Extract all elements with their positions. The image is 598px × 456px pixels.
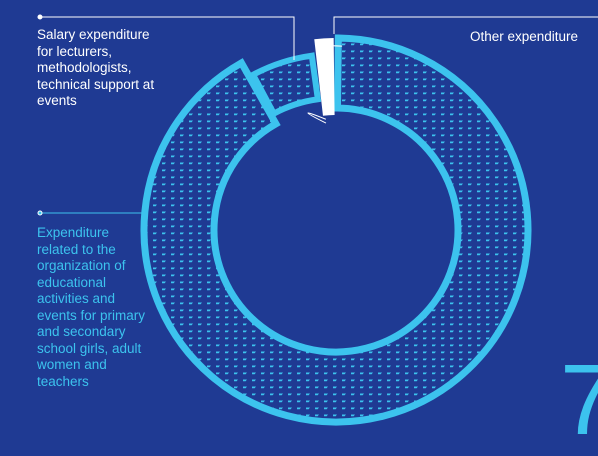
donut-chart bbox=[37, 14, 598, 426]
donut-slices bbox=[140, 34, 532, 426]
salary-leader-dot bbox=[37, 14, 43, 20]
big-number: 7 bbox=[560, 344, 598, 456]
slice-other bbox=[314, 38, 335, 116]
salary-leader-line bbox=[40, 16, 295, 60]
salary-inner-bracket bbox=[307, 112, 327, 124]
salary-expenditure-label: Salary expenditure for lecturers, method… bbox=[37, 27, 155, 108]
salary-outer-bracket bbox=[314, 43, 343, 47]
other-leader-line bbox=[333, 16, 598, 34]
slice-salary bbox=[249, 52, 322, 118]
other-expenditure-label: Other expenditure bbox=[470, 29, 579, 44]
slice-education bbox=[140, 34, 532, 426]
education-expenditure-label: Expenditure related to the organization … bbox=[37, 225, 146, 389]
education-leader-dot bbox=[37, 210, 43, 216]
leader-lines bbox=[37, 14, 598, 216]
